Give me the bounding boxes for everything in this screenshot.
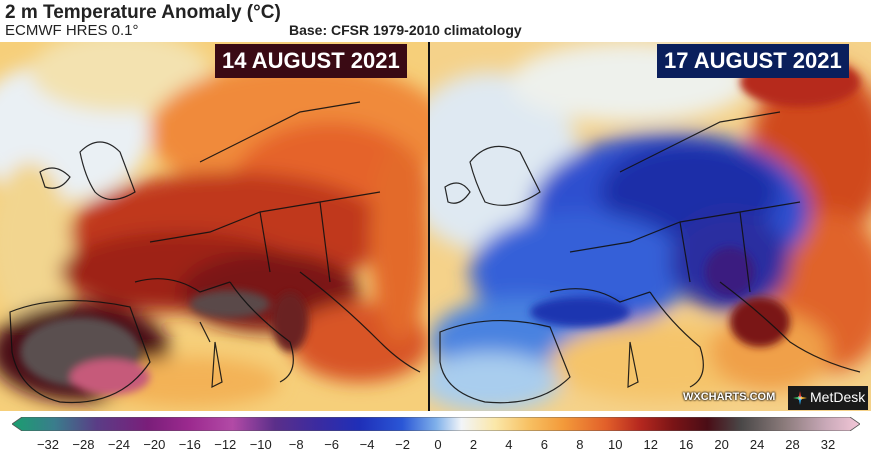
colorbar-tick-label: 20 (714, 437, 729, 452)
colorbar-tick-label: 32 (820, 437, 836, 452)
anomaly-map-left (0, 42, 428, 411)
panel-divider (428, 42, 430, 411)
colorbar-tick-label: −32 (36, 437, 60, 452)
colorbar-tick-label: −6 (324, 437, 340, 452)
map-panel-14-august (0, 42, 428, 411)
metdesk-logo: MetDesk (788, 386, 868, 410)
colorbar-tick-label: −4 (359, 437, 375, 452)
anomaly-map-right (430, 42, 871, 411)
metdesk-text: MetDesk (810, 389, 866, 405)
colorbar-tick-label: −10 (249, 437, 272, 452)
colorbar-tick-label: 0 (434, 437, 442, 452)
colorbar-tick-label: 16 (678, 437, 694, 452)
colorbar-tick-label: −8 (288, 437, 304, 452)
colorbar-tick-label: 2 (469, 437, 478, 452)
colorbar-tick-label: 10 (608, 437, 623, 452)
colorbar-tick-label: 28 (785, 437, 800, 452)
colorbar-tick-label: −24 (107, 437, 130, 452)
colorbar-tick-label: 8 (576, 437, 584, 452)
metdesk-logo-icon (793, 391, 807, 405)
map-title: 2 m Temperature Anomaly (°C) (5, 2, 281, 23)
map-panel-17-august (430, 42, 871, 411)
colorbar-tick-label: −20 (143, 437, 166, 452)
colorbar-tick-label: −16 (178, 437, 201, 452)
wxcharts-credit: WXCHARTS.COM (683, 391, 776, 403)
date-label-right: 17 AUGUST 2021 (657, 44, 849, 78)
header: 2 m Temperature Anomaly (°C) ECMWF HRES … (0, 0, 871, 42)
colorbar-tick-label: 4 (505, 437, 513, 452)
colorbar-tick-label: 24 (749, 437, 765, 452)
colorbar-legend: −32 −28 −24 −20 −16 −12 −10 −8 −6 −4 −2 0 2 4 6 8 10 12 16… (0, 412, 871, 456)
colorbar-tick-label: −12 (214, 437, 237, 452)
colorbar-tick-label: 6 (540, 437, 548, 452)
date-label-left: 14 AUGUST 2021 (215, 44, 407, 78)
climatology-base-label: Base: CFSR 1979-2010 climatology (289, 22, 522, 38)
colorbar-tick-label: 12 (643, 437, 658, 452)
colorbar-strip (12, 417, 860, 431)
model-label: ECMWF HRES 0.1° (5, 22, 139, 39)
colorbar-tick-label: −2 (395, 437, 410, 452)
colorbar-tick-label: −28 (72, 437, 95, 452)
